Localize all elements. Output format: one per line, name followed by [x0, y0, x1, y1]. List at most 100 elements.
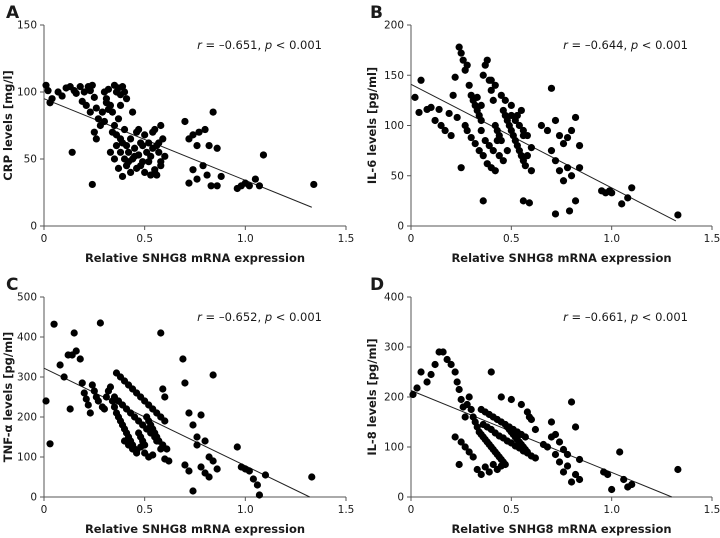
- data-point: [481, 136, 489, 145]
- x-tick-label: 1.5: [338, 504, 355, 516]
- data-point: [457, 49, 465, 57]
- data-point: [96, 319, 104, 327]
- data-point: [137, 162, 145, 170]
- data-point: [122, 162, 131, 170]
- y-tick-label: 100: [17, 452, 37, 464]
- data-point: [479, 197, 487, 205]
- data-point: [110, 155, 119, 163]
- data-point: [141, 168, 149, 176]
- data-point: [185, 409, 193, 417]
- data-point: [521, 162, 529, 170]
- data-point: [42, 397, 50, 405]
- data-point: [106, 383, 115, 391]
- data-point: [82, 395, 90, 403]
- data-point: [78, 379, 86, 387]
- data-point: [145, 158, 153, 166]
- data-point: [203, 171, 211, 179]
- panel-letter: B: [370, 3, 383, 23]
- data-point: [461, 413, 469, 421]
- x-tick-label: 0.5: [503, 233, 520, 245]
- data-point: [487, 368, 495, 376]
- x-tick-label: 1.0: [237, 504, 254, 516]
- data-point: [131, 144, 139, 152]
- stat-p: p: [264, 38, 272, 52]
- data-point: [88, 381, 96, 389]
- data-point: [70, 329, 78, 337]
- data-point: [88, 81, 96, 89]
- data-point: [485, 468, 493, 476]
- data-point: [497, 393, 505, 401]
- data-point: [575, 455, 584, 464]
- y-tick-label: 200: [384, 392, 404, 404]
- x-tick-label: 0: [408, 504, 415, 516]
- y-axis-title: IL-8 levels [pg/ml]: [365, 338, 379, 455]
- data-point: [555, 167, 564, 175]
- data-point: [66, 405, 74, 413]
- data-point: [245, 182, 253, 190]
- y-tick-label: 400: [17, 332, 37, 344]
- data-point: [523, 152, 531, 160]
- data-point: [495, 152, 503, 160]
- data-point: [310, 180, 318, 189]
- data-point: [477, 101, 485, 109]
- data-point: [555, 131, 564, 140]
- y-tick-label: 300: [384, 342, 404, 354]
- correlation-annotation: r = –0.644, p < 0.001: [563, 38, 688, 52]
- stat-p: p: [630, 310, 638, 324]
- data-point: [259, 151, 268, 159]
- data-point: [491, 81, 499, 89]
- data-point: [489, 147, 497, 155]
- data-point: [493, 136, 501, 145]
- data-point: [575, 475, 584, 484]
- data-point: [527, 415, 536, 424]
- data-point: [439, 348, 447, 356]
- data-point: [209, 108, 217, 116]
- data-point: [205, 142, 213, 150]
- data-point: [118, 172, 127, 181]
- data-point: [193, 175, 201, 183]
- data-point: [571, 423, 580, 431]
- stat-p-val: < 0.001: [272, 38, 322, 52]
- y-tick-label: 50: [391, 170, 404, 182]
- data-point: [455, 460, 463, 469]
- data-point: [110, 403, 119, 411]
- data-point: [157, 329, 165, 337]
- data-point: [145, 139, 153, 147]
- data-point: [92, 135, 100, 143]
- data-point: [86, 409, 94, 417]
- y-tick-label: 100: [384, 442, 404, 454]
- data-point: [618, 200, 626, 208]
- data-point: [547, 147, 556, 155]
- data-point: [567, 398, 576, 406]
- data-point: [523, 408, 531, 416]
- data-point: [527, 144, 536, 152]
- data-point: [551, 116, 560, 125]
- data-point: [531, 425, 540, 434]
- data-point: [531, 454, 540, 462]
- y-tick-label: 200: [384, 20, 404, 32]
- panel-d: D 0 100 200 300 400 0 0.5 1.0 1.5 Relative SNHG8 m…: [365, 275, 720, 536]
- data-point: [50, 320, 58, 328]
- x-tick-label: 0.5: [136, 504, 153, 516]
- data-point: [213, 465, 221, 473]
- stat-r-val: = –0.661,: [568, 310, 631, 324]
- data-point: [213, 182, 221, 190]
- data-point: [189, 166, 197, 174]
- data-point: [451, 73, 459, 81]
- data-point: [521, 433, 529, 441]
- stat-p: p: [630, 38, 638, 52]
- data-point: [86, 108, 94, 116]
- data-point: [559, 468, 568, 476]
- data-point: [447, 360, 455, 369]
- data-point: [195, 128, 203, 136]
- data-point: [517, 106, 525, 115]
- data-point: [543, 443, 552, 451]
- x-tick-label: 0.5: [503, 504, 520, 516]
- data-point: [94, 397, 102, 405]
- y-tick-label: 100: [384, 120, 404, 132]
- stat-p: p: [264, 310, 272, 324]
- data-point: [100, 117, 108, 126]
- data-point: [165, 457, 173, 465]
- data-point: [441, 126, 449, 135]
- data-point: [189, 487, 197, 495]
